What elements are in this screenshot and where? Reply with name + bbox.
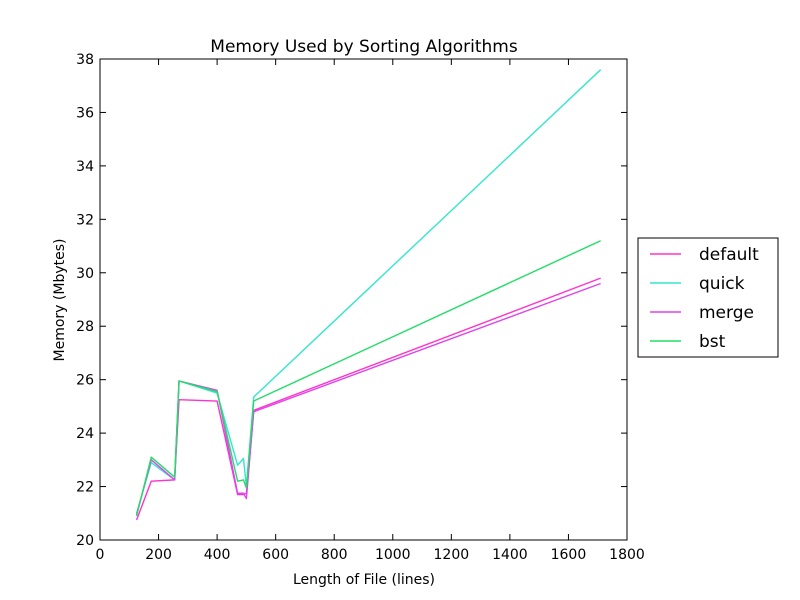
x-axis-label: Length of File (lines) xyxy=(293,572,435,588)
plot-area-frame xyxy=(99,58,628,541)
y-tick-label: 32 xyxy=(76,212,94,228)
x-tick-label: 0 xyxy=(96,547,105,563)
x-tick-label: 400 xyxy=(204,547,231,563)
series-line-bst xyxy=(135,240,601,517)
legend-label-bst: bst xyxy=(699,332,726,352)
y-tick-label: 26 xyxy=(76,373,94,389)
x-tick-label: 1200 xyxy=(434,547,470,563)
legend-box xyxy=(637,237,779,358)
ticks-layer: 0 200 400 600 800 1000 1200 1400 1600 1800 20 22 24 2… xyxy=(76,52,645,563)
y-tick-label: 30 xyxy=(76,266,94,282)
legend-label-quick: quick xyxy=(699,274,745,294)
y-axis-label: Memory (Mbytes) xyxy=(52,239,68,362)
series-layer xyxy=(135,69,602,521)
y-tick-label: 36 xyxy=(76,105,94,121)
y-tick-label: 24 xyxy=(76,426,94,442)
x-tick-label: 1000 xyxy=(375,547,411,563)
legend: default quick merge bst xyxy=(637,237,779,358)
chart-title: Memory Used by Sorting Algorithms xyxy=(210,37,518,57)
series-line-merge xyxy=(135,282,601,515)
x-tick-label: 1600 xyxy=(551,547,587,563)
x-tick-label: 600 xyxy=(262,547,289,563)
legend-label-default: default xyxy=(699,245,759,265)
series-line-quick xyxy=(135,69,602,514)
legend-label-merge: merge xyxy=(699,303,754,323)
y-tick-label: 34 xyxy=(76,159,94,175)
x-tick-label: 800 xyxy=(321,547,348,563)
x-tick-label: 1400 xyxy=(492,547,528,563)
y-tick-label: 28 xyxy=(76,319,94,335)
series-line-default xyxy=(135,277,601,521)
y-tick-label: 38 xyxy=(76,52,94,68)
x-tick-label: 1800 xyxy=(609,547,645,563)
y-tick-label: 20 xyxy=(76,533,94,549)
y-tick-label: 22 xyxy=(76,480,94,496)
x-tick-label: 200 xyxy=(145,547,172,563)
